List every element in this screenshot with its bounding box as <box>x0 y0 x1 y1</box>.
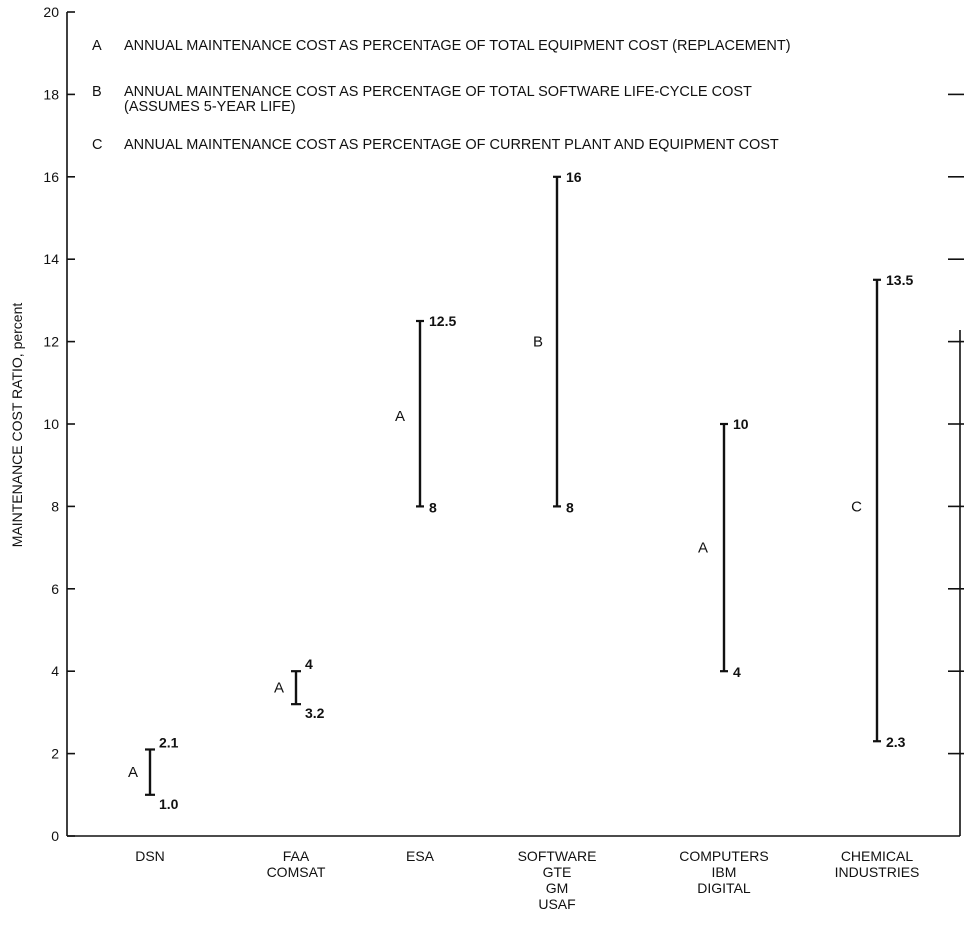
legend-key: C <box>92 137 102 153</box>
data-label-low: 8 <box>566 499 574 515</box>
range-bars: 2.1 1.0 A 4 3.2 A 12.5 8 A 16 8 B 10 4 A 13.5 2.3 C <box>128 169 913 812</box>
data-label-high: 10 <box>733 416 749 432</box>
y-tick-label: 12 <box>43 334 59 350</box>
data-label-high: 16 <box>566 169 582 185</box>
basis-letter: B <box>533 334 543 351</box>
data-label-low: 2.3 <box>886 734 906 750</box>
legend-text: ANNUAL MAINTENANCE COST AS PERCENTAGE OF… <box>124 84 752 100</box>
x-tick-label: FAA <box>283 848 310 864</box>
x-tick-label: CHEMICAL <box>841 848 914 864</box>
y-tick-label: 14 <box>43 251 59 267</box>
legend-key: B <box>92 84 102 100</box>
basis-letter: C <box>851 498 862 515</box>
y-tick-label: 20 <box>43 4 59 20</box>
x-tick-label: IBM <box>712 864 737 880</box>
data-label-high: 2.1 <box>159 734 179 750</box>
x-tick-label: GM <box>546 880 569 896</box>
y-tick-label: 6 <box>51 581 59 597</box>
data-label-high: 12.5 <box>429 313 456 329</box>
basis-letter: A <box>128 764 138 781</box>
y-tick-label: 10 <box>43 416 59 432</box>
legend-text: ANNUAL MAINTENANCE COST AS PERCENTAGE OF… <box>124 38 791 54</box>
y-tick-label: 0 <box>51 828 59 844</box>
basis-letter: A <box>274 680 284 697</box>
data-label-high: 13.5 <box>886 272 913 288</box>
data-label-low: 8 <box>429 499 437 515</box>
basis-letter: A <box>698 540 708 557</box>
x-tick-label: GTE <box>543 864 572 880</box>
data-label-low: 3.2 <box>305 705 325 721</box>
x-tick-label: INDUSTRIES <box>835 864 920 880</box>
y-tick-label: 16 <box>43 169 59 185</box>
y-ticks: 0 2 4 6 8 10 12 14 16 18 20 <box>43 4 964 844</box>
x-tick-label: DSN <box>135 848 165 864</box>
y-tick-label: 2 <box>51 746 59 762</box>
basis-letter: A <box>395 408 405 425</box>
legend-text: ANNUAL MAINTENANCE COST AS PERCENTAGE OF… <box>124 137 779 153</box>
y-tick-label: 4 <box>51 663 59 679</box>
y-tick-label: 18 <box>43 86 59 102</box>
legend-text: (ASSUMES 5-YEAR LIFE) <box>124 99 296 115</box>
x-tick-label: USAF <box>538 896 575 912</box>
x-tick-label: DIGITAL <box>697 880 751 896</box>
x-tick-label: COMSAT <box>267 864 326 880</box>
legend: A ANNUAL MAINTENANCE COST AS PERCENTAGE O… <box>92 38 791 153</box>
x-tick-label: ESA <box>406 848 435 864</box>
data-label-high: 4 <box>305 656 313 672</box>
legend-key: A <box>92 38 102 54</box>
x-tick-label: COMPUTERS <box>679 848 768 864</box>
y-tick-label: 8 <box>51 498 59 514</box>
x-tick-label: SOFTWARE <box>518 848 597 864</box>
data-label-low: 4 <box>733 664 741 680</box>
y-axis-title: MAINTENANCE COST RATIO, percent <box>9 303 25 548</box>
data-label-low: 1.0 <box>159 796 179 812</box>
